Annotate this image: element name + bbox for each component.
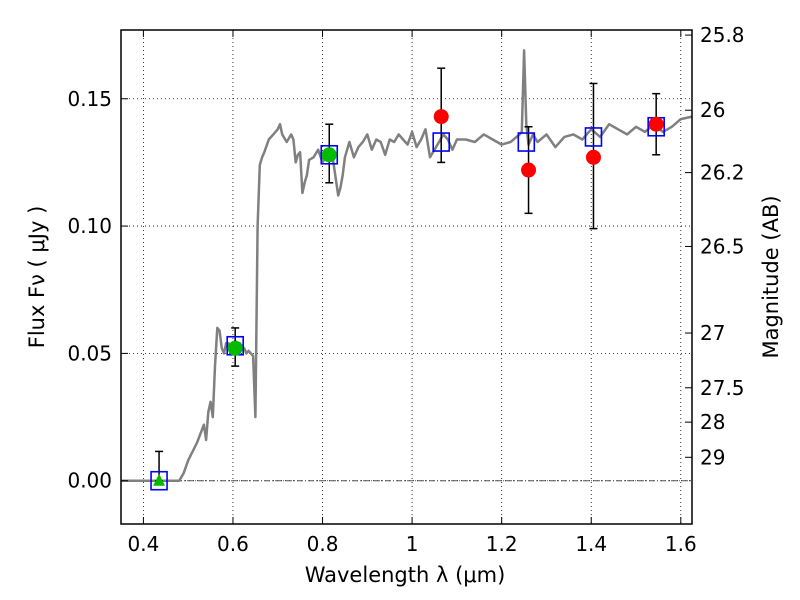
x-tick-label: 1	[406, 532, 419, 556]
red-circle-marker	[648, 116, 664, 132]
error-bars	[155, 67, 661, 482]
template-spectrum-line	[121, 49, 693, 482]
right-tick-label: 26.2	[700, 161, 745, 185]
square-marker	[584, 127, 603, 147]
green-circle-marker	[227, 340, 243, 356]
square-marker	[517, 132, 536, 152]
right-tick-label: 28	[700, 410, 725, 434]
square-marker	[150, 470, 168, 491]
x-axis-title: Wavelength λ (μm)	[305, 563, 506, 587]
right-axis-title: Magnitude (AB)	[759, 195, 783, 358]
x-tick-label: 1.6	[665, 532, 697, 556]
red-circle-marker	[585, 149, 601, 165]
x-tick-label: 0.4	[127, 532, 159, 556]
square-marker	[320, 144, 339, 165]
right-tick-label: 26.5	[700, 234, 745, 258]
red-circle-marker	[521, 162, 537, 178]
x-tick-label: 1.4	[575, 532, 607, 556]
y-tick-label: 0.10	[67, 214, 112, 238]
red-circle-marker	[433, 109, 449, 125]
grid	[121, 30, 692, 524]
plot-frame	[120, 29, 693, 525]
right-tick-label: 25.8	[700, 23, 745, 47]
axis-ticks	[121, 30, 692, 524]
right-tick-label: 27	[700, 321, 725, 345]
y-tick-label: 0.05	[67, 341, 112, 365]
right-tick-label: 26	[700, 98, 725, 122]
green-triangle-marker	[153, 473, 166, 486]
x-tick-label: 1.2	[486, 532, 518, 556]
data-markers	[150, 109, 665, 491]
square-marker	[432, 132, 451, 152]
right-tick-label: 27.5	[700, 376, 745, 400]
x-tick-label: 0.8	[307, 532, 339, 556]
y-axis-title: Flux Fν ( μJy )	[25, 206, 49, 349]
tick-labels: 0.4 0.6 0.8 1 1.2 1.4 1.6 0.00 0.05 0.10 0.15 25.8 2…	[67, 23, 744, 556]
right-tick-label: 29	[700, 445, 725, 469]
y-tick-label: 0.15	[67, 87, 112, 111]
x-tick-label: 0.6	[217, 532, 249, 556]
green-circle-marker	[321, 147, 337, 163]
y-tick-label: 0.00	[67, 469, 112, 493]
